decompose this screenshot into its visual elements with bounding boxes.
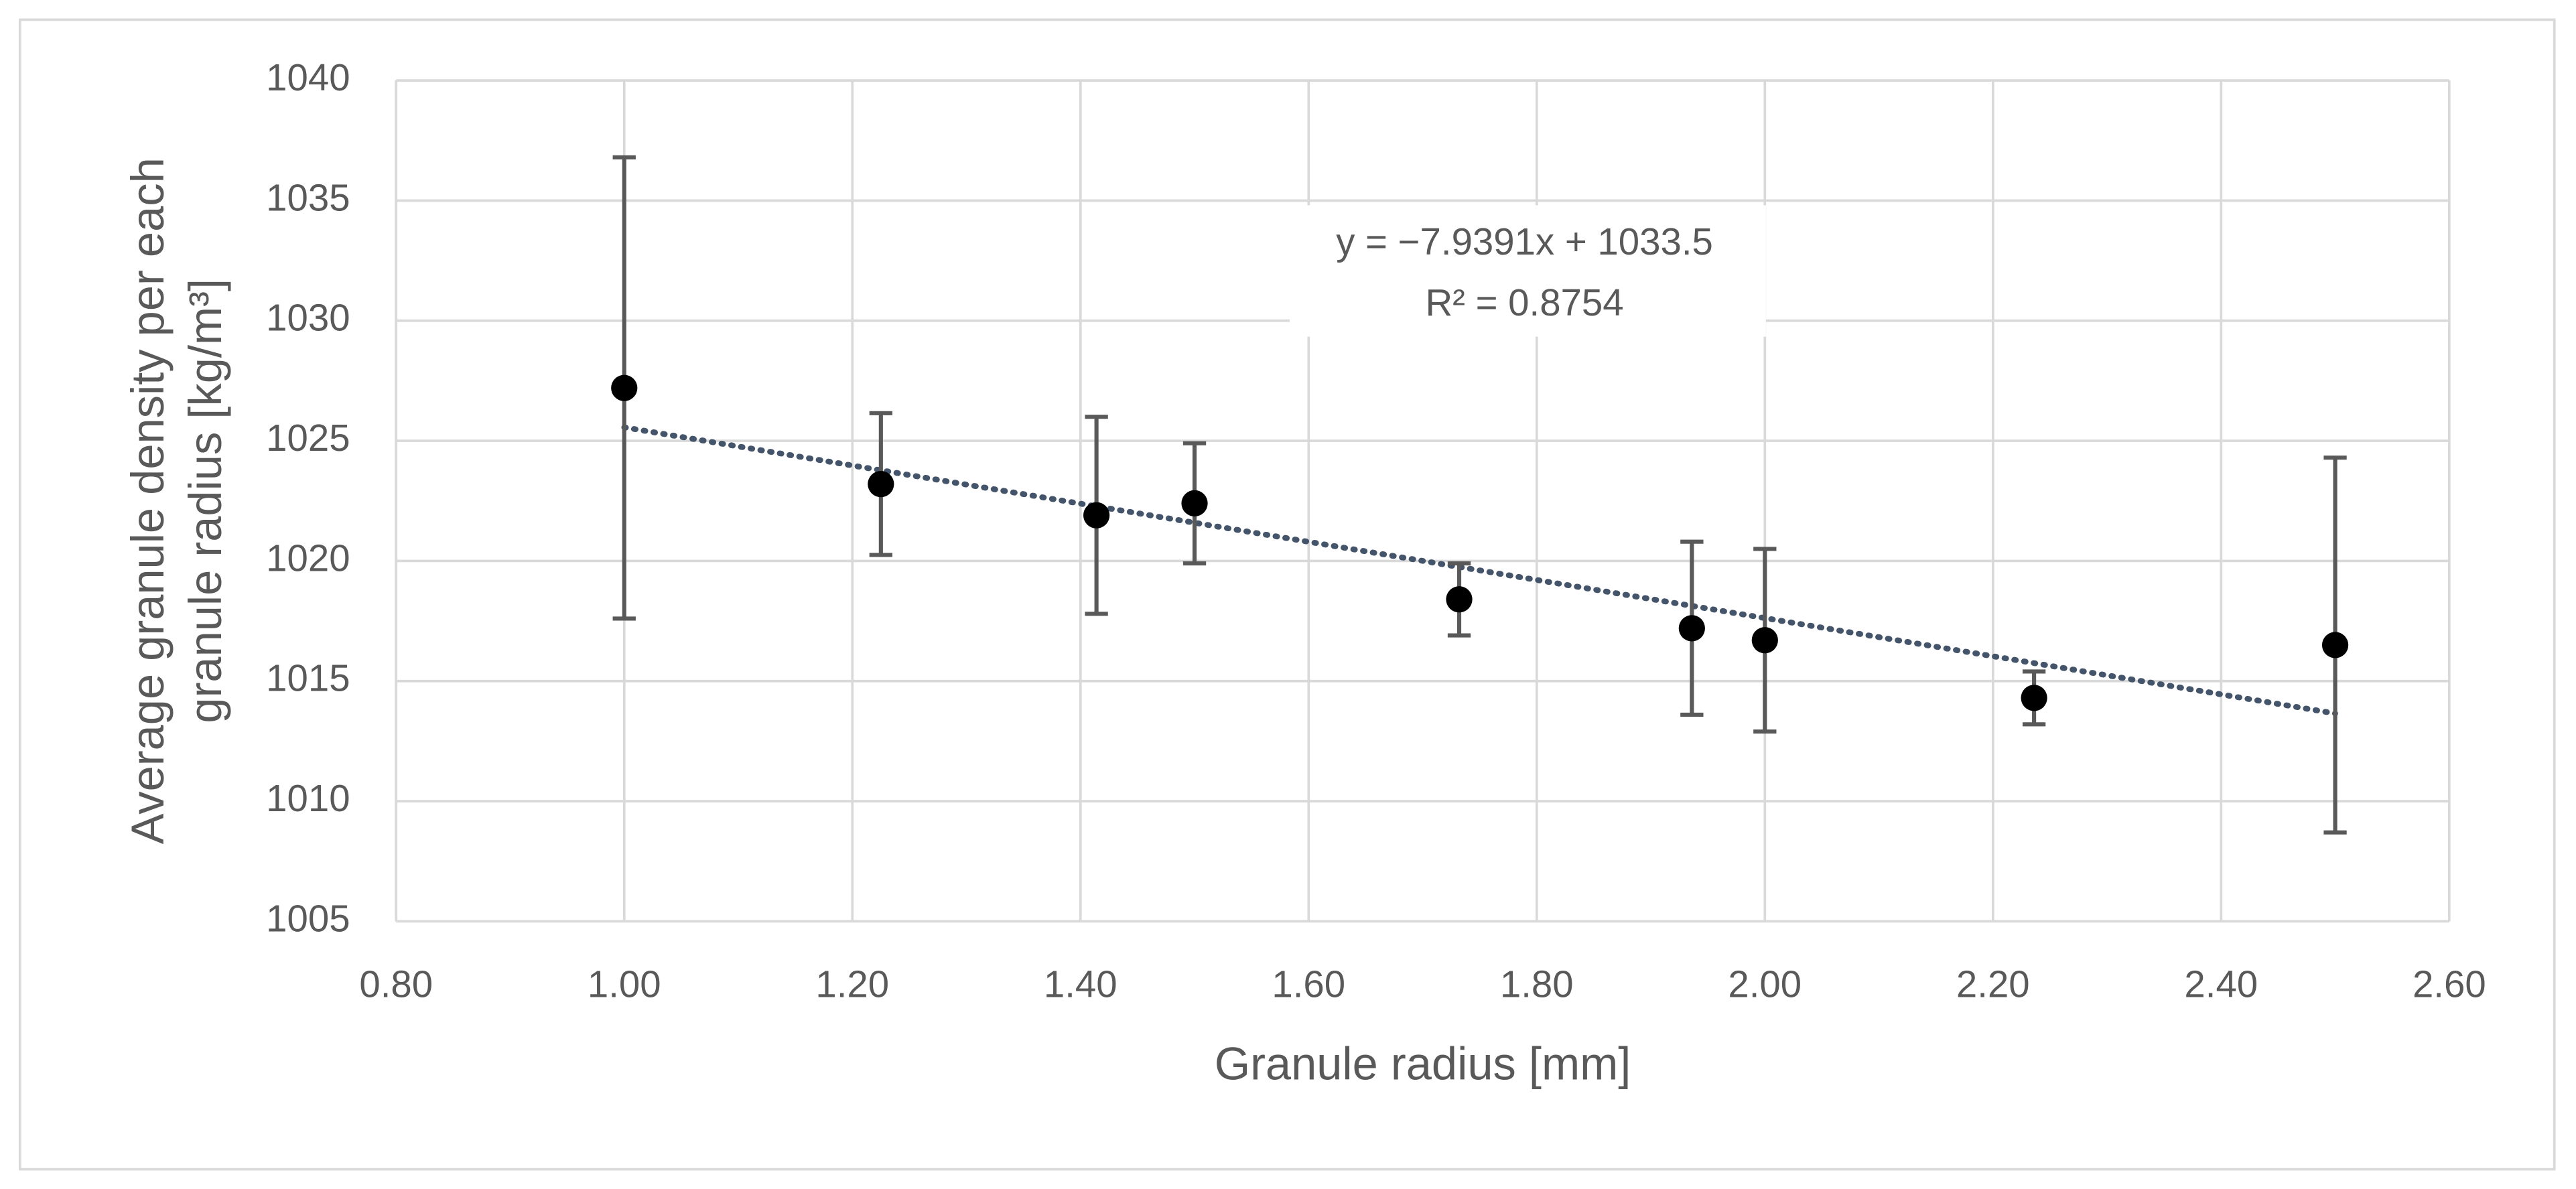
x-tick-label: 1.20 <box>815 963 889 1005</box>
chart-border <box>18 18 2556 1171</box>
x-tick-label: 2.00 <box>1728 963 1802 1005</box>
point <box>611 374 638 401</box>
point <box>1446 586 1473 613</box>
x-tick-label: 2.20 <box>1956 963 2030 1005</box>
x-tick-label: 1.80 <box>1500 963 1574 1005</box>
x-tick-label: 1.40 <box>1044 963 1117 1005</box>
point <box>2321 632 2349 658</box>
y-tick-label: 1030 <box>266 297 350 339</box>
trendline-label: y = −7.9391x + 1033.5 <box>1336 220 1713 263</box>
point <box>1181 490 1208 516</box>
y-tick-label: 1020 <box>266 537 350 579</box>
y-tick-label: 1035 <box>266 176 350 218</box>
y-tick-label: 1005 <box>266 897 350 939</box>
y-axis-title: Average granule density per each <box>122 157 174 844</box>
point <box>1751 627 1778 654</box>
x-axis-title: Granule radius [mm] <box>1215 1038 1631 1090</box>
y-tick-label: 1025 <box>266 417 350 459</box>
y-axis-title: granule radius [kg/m³] <box>180 279 231 723</box>
point <box>868 471 894 498</box>
trendline-label: R² = 0.8754 <box>1425 281 1623 324</box>
point <box>1678 615 1705 642</box>
x-tick-label: 1.60 <box>1272 963 1345 1005</box>
x-tick-label: 1.00 <box>588 963 661 1005</box>
y-tick-label: 1015 <box>266 657 350 699</box>
x-tick-label: 2.60 <box>2413 963 2486 1005</box>
trendline <box>621 424 2338 717</box>
point <box>1083 502 1110 529</box>
x-tick-label: 2.40 <box>2184 963 2258 1005</box>
point <box>2021 685 2047 711</box>
y-tick-label: 1040 <box>266 56 350 98</box>
y-tick-label: 1010 <box>266 777 350 819</box>
x-tick-label: 0.80 <box>359 963 433 1005</box>
trendline-label-box <box>1289 205 1766 337</box>
